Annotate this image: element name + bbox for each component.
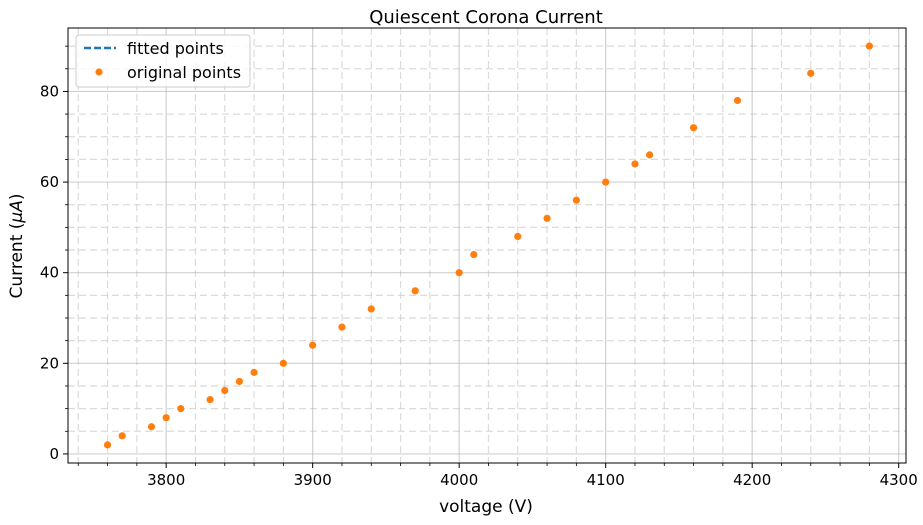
series-layer	[103, 42, 873, 449]
x-tick-label: 4100	[587, 471, 625, 489]
data-point	[865, 42, 873, 50]
data-point	[118, 432, 126, 440]
plot-frame	[67, 27, 907, 464]
data-point	[250, 368, 258, 376]
data-point	[279, 359, 287, 367]
legend-original-label: original points	[127, 63, 241, 82]
data-point	[177, 405, 185, 413]
y-axis-label-prefix: Current (	[7, 223, 27, 299]
data-point	[103, 441, 112, 449]
chart-title: Quiescent Corona Current	[369, 7, 603, 28]
y-tick-label: 60	[40, 173, 59, 191]
data-point	[733, 96, 742, 105]
data-point	[572, 196, 580, 204]
data-point	[455, 269, 463, 277]
y-tick-label: 80	[40, 82, 59, 100]
x-tick-label: 4300	[880, 471, 918, 489]
legend-fitted-label: fitted points	[127, 39, 224, 58]
data-point	[602, 178, 610, 186]
data-point	[411, 287, 419, 295]
data-point	[206, 395, 214, 404]
data-point	[631, 160, 639, 168]
y-tick-label: 40	[40, 264, 59, 282]
x-axis-label: voltage (V)	[439, 497, 533, 517]
data-point	[807, 69, 815, 77]
minor-grid	[68, 28, 906, 463]
data-point	[221, 386, 229, 395]
legend: fitted points original points	[75, 34, 251, 88]
x-tick-label: 4000	[440, 471, 478, 489]
x-tick-label: 4200	[733, 471, 771, 489]
x-tick-label: 3900	[294, 471, 332, 489]
axis-ticks: 3800 3900 4000 4100 4200 4300 0 20 40 60 80	[40, 45, 918, 489]
legend-original-marker	[95, 68, 103, 76]
data-point	[543, 214, 551, 222]
y-axis-label-unit: μA	[7, 200, 27, 223]
y-tick-label: 20	[40, 354, 59, 372]
x-tick-label: 3800	[147, 471, 185, 489]
data-point	[689, 124, 698, 132]
y-axis-label: Current (μA)	[7, 194, 27, 299]
data-point	[646, 151, 654, 159]
major-grid	[68, 28, 906, 463]
data-point	[367, 305, 375, 313]
y-axis-label-suffix: )	[7, 194, 27, 201]
data-point	[235, 377, 244, 386]
data-point	[338, 323, 346, 331]
legend-box	[75, 34, 251, 88]
data-point	[309, 341, 317, 349]
y-tick-label: 0	[49, 445, 59, 463]
data-point	[514, 232, 522, 241]
data-point	[147, 423, 156, 431]
data-point	[162, 414, 170, 422]
data-point	[470, 250, 478, 259]
